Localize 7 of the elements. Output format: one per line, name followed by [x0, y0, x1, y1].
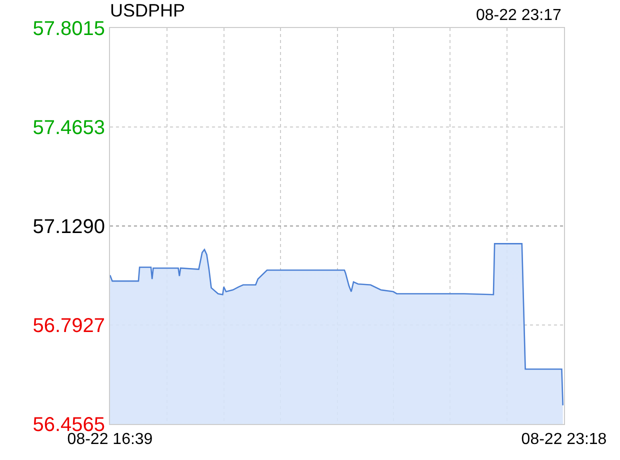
- y-tick-label: 57.1290: [32, 216, 105, 238]
- x-tick-label: 08-22 23:18: [521, 431, 607, 448]
- y-tick-label: 57.4653: [32, 116, 105, 139]
- y-tick-label: 57.8015: [32, 18, 105, 40]
- chart-title: USDPHP: [110, 0, 186, 21]
- y-tick-label: 56.7927: [32, 315, 105, 338]
- text: 08-22 23:17: [476, 7, 562, 24]
